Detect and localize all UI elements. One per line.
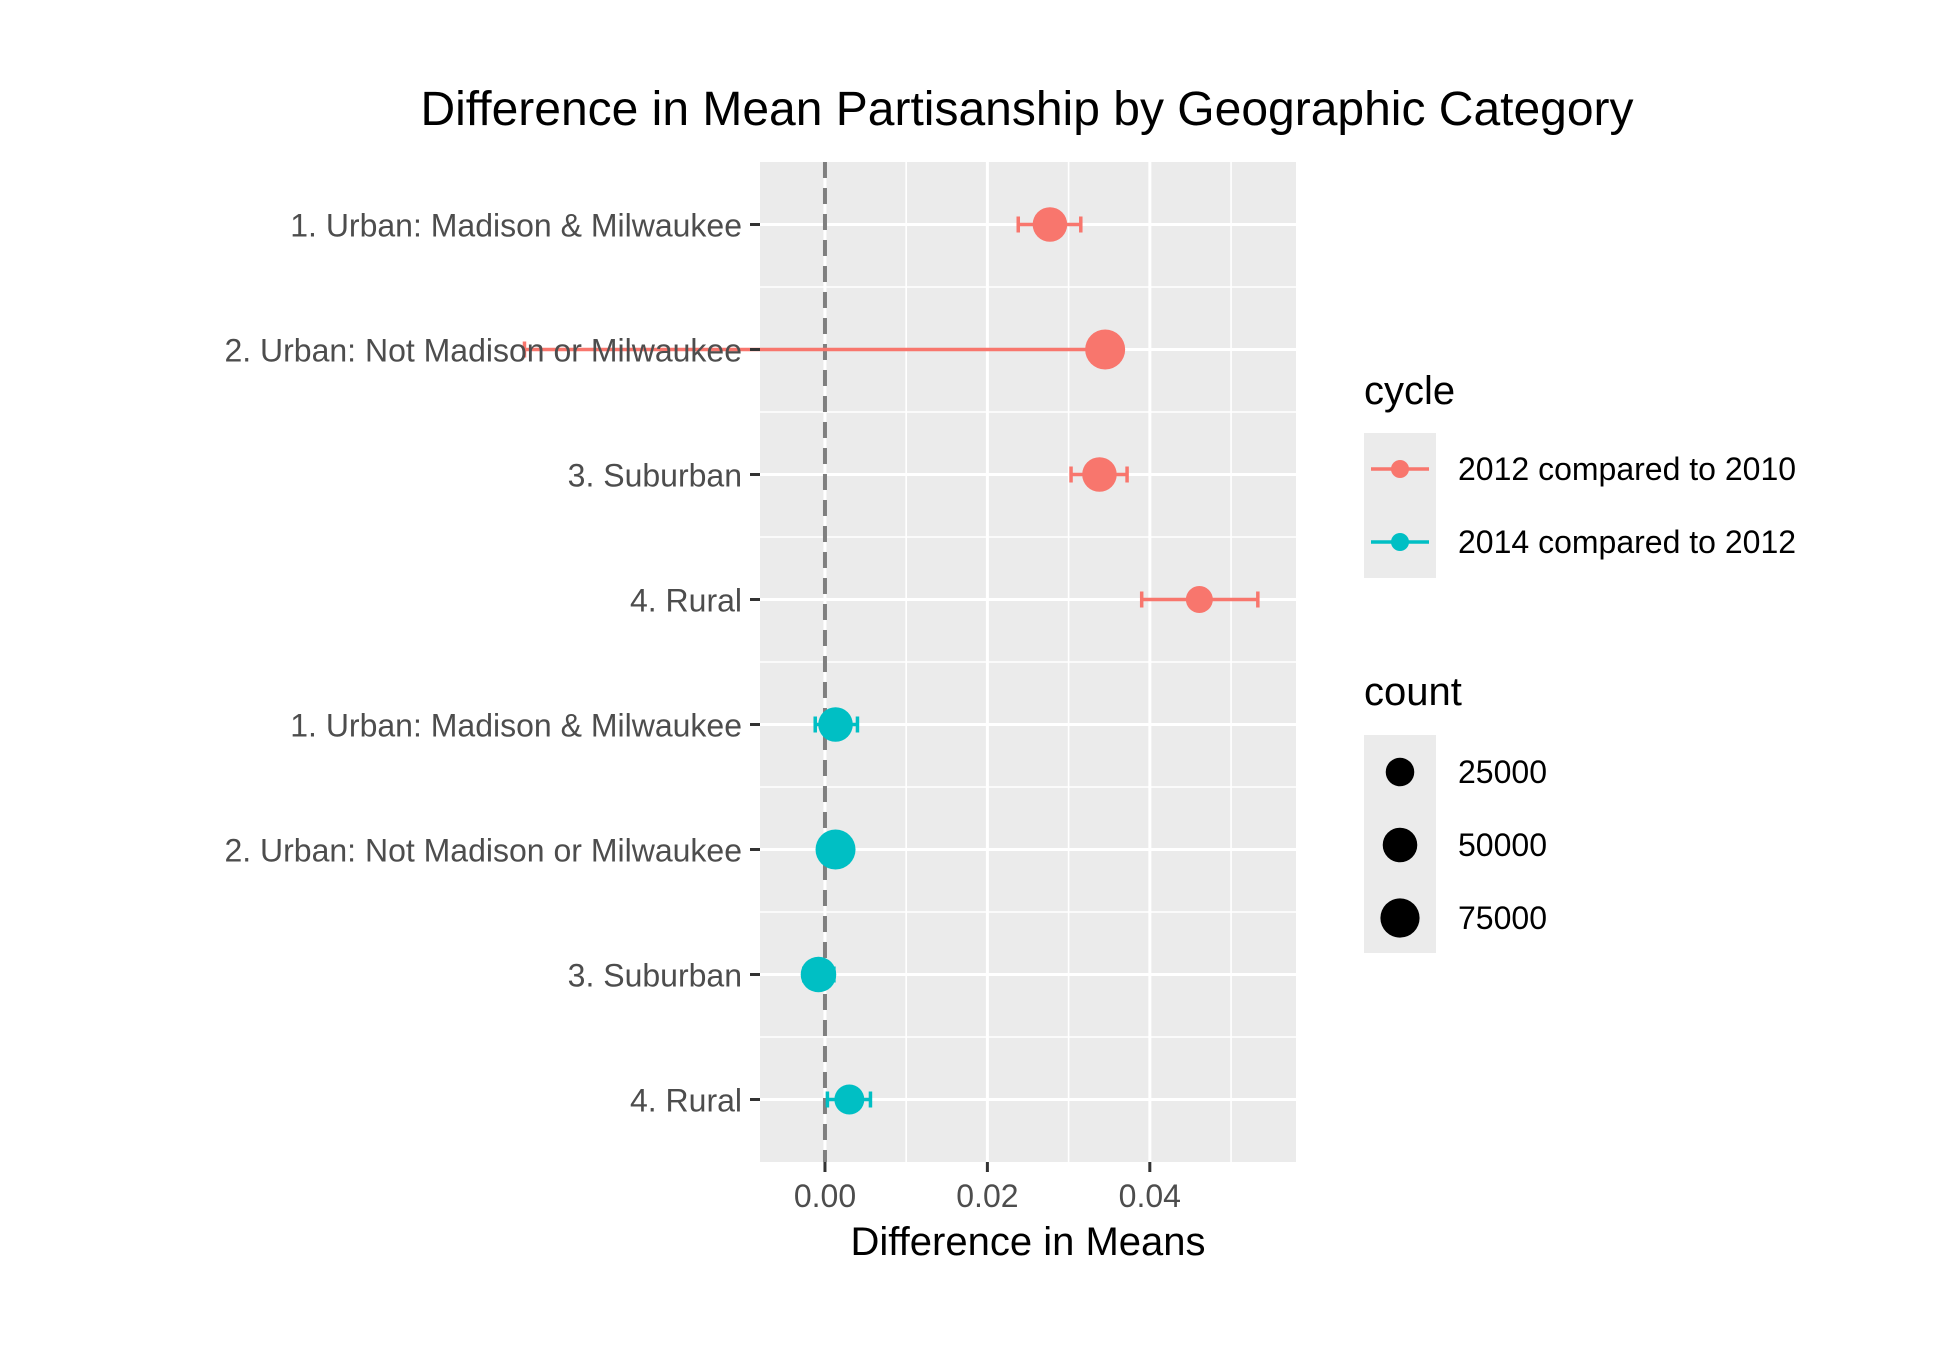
legend-title-count: count — [1364, 670, 1462, 714]
y-tick-label: 2. Urban: Not Madison or Milwaukee — [224, 833, 742, 869]
series-1 — [522, 207, 1260, 613]
legend-size-point — [1385, 757, 1415, 787]
x-axis-title: Difference in Means — [851, 1220, 1206, 1264]
x-tick-label: 0.04 — [1119, 1178, 1181, 1214]
y-tick-label: 3. Suburban — [568, 958, 742, 994]
data-point — [815, 829, 856, 870]
legend-label: 75000 — [1458, 900, 1547, 936]
legend-label: 25000 — [1458, 754, 1547, 790]
legend-title-cycle: cycle — [1364, 369, 1455, 413]
y-tick-label: 2. Urban: Not Madison or Milwaukee — [224, 333, 742, 369]
data-point — [834, 1084, 865, 1115]
data-point — [1185, 586, 1213, 613]
data-point — [1085, 329, 1126, 370]
data-point — [818, 707, 853, 742]
legend-key-box-cycle — [1364, 433, 1436, 578]
legend: cycle 2012 compared to 2010 2014 compared… — [1364, 369, 1796, 953]
x-axis: 0.00 0.02 0.04 — [794, 1162, 1181, 1214]
y-axis: 1. Urban: Madison & Milwaukee 2. Urban: N… — [224, 208, 760, 1119]
legend-label: 50000 — [1458, 827, 1547, 863]
legend-key-point — [1391, 460, 1409, 478]
data-point — [800, 956, 837, 993]
legend-label: 2012 compared to 2010 — [1458, 451, 1796, 487]
x-tick-label: 0.02 — [956, 1178, 1018, 1214]
legend-size-point — [1380, 898, 1420, 938]
y-tick-label: 3. Suburban — [568, 458, 742, 494]
chart-title: Difference in Mean Partisanship by Geogr… — [420, 83, 1633, 136]
data-marks — [522, 207, 1260, 1115]
y-tick-label: 4. Rural — [630, 1083, 742, 1119]
x-tick-label: 0.00 — [794, 1178, 856, 1214]
legend-key-point — [1391, 533, 1409, 551]
legend-size-point — [1382, 827, 1418, 863]
y-tick-label: 1. Urban: Madison & Milwaukee — [290, 708, 742, 744]
legend-label: 2014 compared to 2012 — [1458, 524, 1796, 560]
data-point — [1032, 207, 1068, 242]
data-point — [1082, 457, 1117, 492]
y-tick-label: 1. Urban: Madison & Milwaukee — [290, 208, 742, 244]
y-tick-label: 4. Rural — [630, 583, 742, 619]
series-2 — [800, 707, 873, 1115]
